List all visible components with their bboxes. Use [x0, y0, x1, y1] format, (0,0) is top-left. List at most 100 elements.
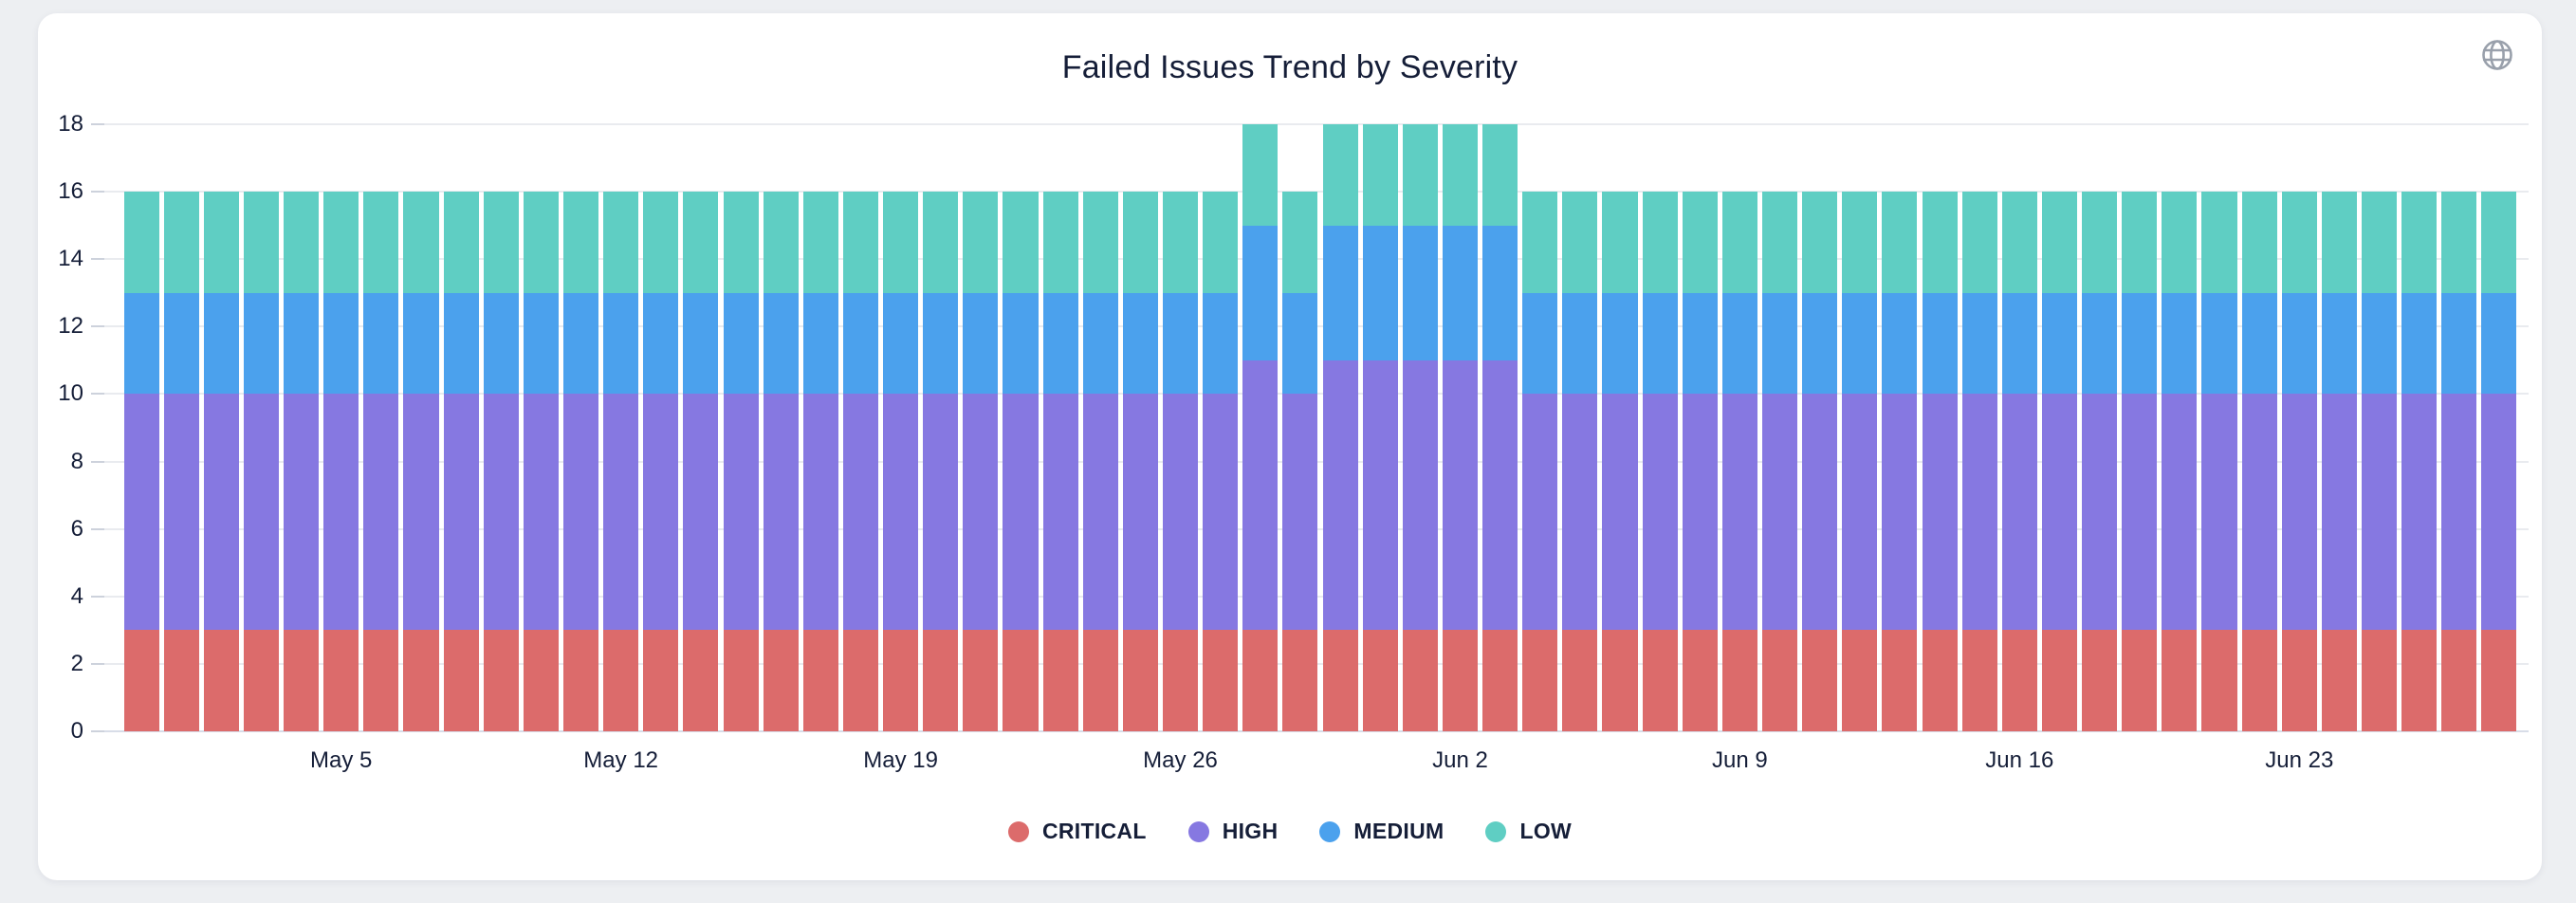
- bar-segment-high[interactable]: [2241, 394, 2277, 631]
- bar-segment-high[interactable]: [443, 394, 479, 631]
- bar-segment-critical[interactable]: [2082, 630, 2118, 731]
- bar-segment-medium[interactable]: [2441, 292, 2477, 395]
- bar-segment-critical[interactable]: [284, 630, 320, 731]
- bar-segment-medium[interactable]: [1082, 292, 1118, 395]
- bar-segment-medium[interactable]: [1442, 225, 1479, 360]
- bar-segment-low[interactable]: [1922, 192, 1958, 293]
- bar-segment-medium[interactable]: [1242, 225, 1279, 360]
- bar-segment-high[interactable]: [2201, 394, 2237, 631]
- bar-segment-critical[interactable]: [1402, 630, 1438, 731]
- bar-segment-high[interactable]: [1003, 394, 1039, 631]
- bar-segment-low[interactable]: [1122, 192, 1158, 293]
- legend-item-critical[interactable]: CRITICAL: [1007, 819, 1147, 844]
- bar-segment-critical[interactable]: [523, 630, 559, 731]
- bar-segment-medium[interactable]: [123, 292, 159, 395]
- bar-segment-high[interactable]: [403, 394, 439, 631]
- bar-segment-low[interactable]: [1322, 124, 1358, 226]
- bar-segment-medium[interactable]: [284, 292, 320, 395]
- bar-segment-medium[interactable]: [802, 292, 838, 395]
- bar-segment-critical[interactable]: [842, 630, 879, 731]
- bar-segment-critical[interactable]: [1642, 630, 1678, 731]
- bar-segment-low[interactable]: [2441, 192, 2477, 293]
- bar-segment-medium[interactable]: [1721, 292, 1757, 395]
- bar-segment-medium[interactable]: [2481, 292, 2517, 395]
- bar-segment-low[interactable]: [1242, 124, 1279, 226]
- bar-segment-medium[interactable]: [2001, 292, 2037, 395]
- bar-segment-critical[interactable]: [443, 630, 479, 731]
- bar-segment-high[interactable]: [2401, 394, 2438, 631]
- bar-segment-high[interactable]: [1842, 394, 1878, 631]
- bar-segment-medium[interactable]: [363, 292, 399, 395]
- bar-segment-low[interactable]: [1482, 124, 1518, 226]
- bar-segment-high[interactable]: [883, 394, 919, 631]
- bar-segment-medium[interactable]: [2401, 292, 2438, 395]
- bar-segment-high[interactable]: [1242, 359, 1279, 631]
- bar-segment-medium[interactable]: [2241, 292, 2277, 395]
- bar-segment-low[interactable]: [1961, 192, 1997, 293]
- bar-segment-medium[interactable]: [1842, 292, 1878, 395]
- bar-segment-low[interactable]: [403, 192, 439, 293]
- bar-segment-high[interactable]: [1442, 359, 1479, 631]
- bar-segment-critical[interactable]: [403, 630, 439, 731]
- bar-segment-high[interactable]: [923, 394, 959, 631]
- bar-segment-low[interactable]: [2001, 192, 2037, 293]
- bar-segment-low[interactable]: [1761, 192, 1798, 293]
- bar-segment-critical[interactable]: [323, 630, 359, 731]
- bar-segment-high[interactable]: [1802, 394, 1838, 631]
- bar-segment-medium[interactable]: [1602, 292, 1638, 395]
- bar-segment-critical[interactable]: [1042, 630, 1078, 731]
- bar-segment-critical[interactable]: [963, 630, 999, 731]
- bar-segment-low[interactable]: [603, 192, 639, 293]
- bar-segment-low[interactable]: [2201, 192, 2237, 293]
- bar-segment-low[interactable]: [1282, 192, 1318, 293]
- bar-segment-medium[interactable]: [2082, 292, 2118, 395]
- bar-segment-low[interactable]: [1003, 192, 1039, 293]
- bar-segment-medium[interactable]: [1203, 292, 1239, 395]
- bar-segment-low[interactable]: [1442, 124, 1479, 226]
- bar-segment-high[interactable]: [483, 394, 519, 631]
- bar-segment-high[interactable]: [1203, 394, 1239, 631]
- bar-segment-low[interactable]: [723, 192, 759, 293]
- bar-segment-low[interactable]: [163, 192, 199, 293]
- bar-segment-medium[interactable]: [243, 292, 280, 395]
- bar-segment-high[interactable]: [1402, 359, 1438, 631]
- legend-item-low[interactable]: LOW: [1485, 819, 1572, 844]
- bar-segment-critical[interactable]: [163, 630, 199, 731]
- bar-segment-medium[interactable]: [2321, 292, 2357, 395]
- bar-segment-medium[interactable]: [1642, 292, 1678, 395]
- bar-segment-low[interactable]: [2241, 192, 2277, 293]
- bar-segment-medium[interactable]: [603, 292, 639, 395]
- bar-segment-low[interactable]: [2082, 192, 2118, 293]
- bar-segment-high[interactable]: [2162, 394, 2198, 631]
- bar-segment-high[interactable]: [1761, 394, 1798, 631]
- bar-segment-medium[interactable]: [1802, 292, 1838, 395]
- bar-segment-medium[interactable]: [1322, 225, 1358, 360]
- bar-segment-medium[interactable]: [562, 292, 599, 395]
- bar-segment-medium[interactable]: [2162, 292, 2198, 395]
- bar-segment-low[interactable]: [123, 192, 159, 293]
- bar-segment-critical[interactable]: [2122, 630, 2158, 731]
- bar-segment-high[interactable]: [963, 394, 999, 631]
- bar-segment-high[interactable]: [1562, 394, 1598, 631]
- bar-segment-critical[interactable]: [1003, 630, 1039, 731]
- bar-segment-medium[interactable]: [883, 292, 919, 395]
- bar-segment-medium[interactable]: [1562, 292, 1598, 395]
- bar-segment-high[interactable]: [2122, 394, 2158, 631]
- bar-segment-high[interactable]: [284, 394, 320, 631]
- bar-segment-low[interactable]: [1402, 124, 1438, 226]
- bar-segment-low[interactable]: [323, 192, 359, 293]
- bar-segment-high[interactable]: [523, 394, 559, 631]
- bar-segment-critical[interactable]: [2162, 630, 2198, 731]
- bar-segment-low[interactable]: [1562, 192, 1598, 293]
- bar-segment-critical[interactable]: [802, 630, 838, 731]
- bar-segment-critical[interactable]: [883, 630, 919, 731]
- bar-segment-medium[interactable]: [1122, 292, 1158, 395]
- bar-segment-critical[interactable]: [1082, 630, 1118, 731]
- bar-segment-critical[interactable]: [1922, 630, 1958, 731]
- bar-segment-low[interactable]: [763, 192, 799, 293]
- bar-segment-low[interactable]: [842, 192, 879, 293]
- bar-segment-high[interactable]: [363, 394, 399, 631]
- bar-segment-critical[interactable]: [483, 630, 519, 731]
- bar-segment-high[interactable]: [643, 394, 679, 631]
- bar-segment-high[interactable]: [1282, 394, 1318, 631]
